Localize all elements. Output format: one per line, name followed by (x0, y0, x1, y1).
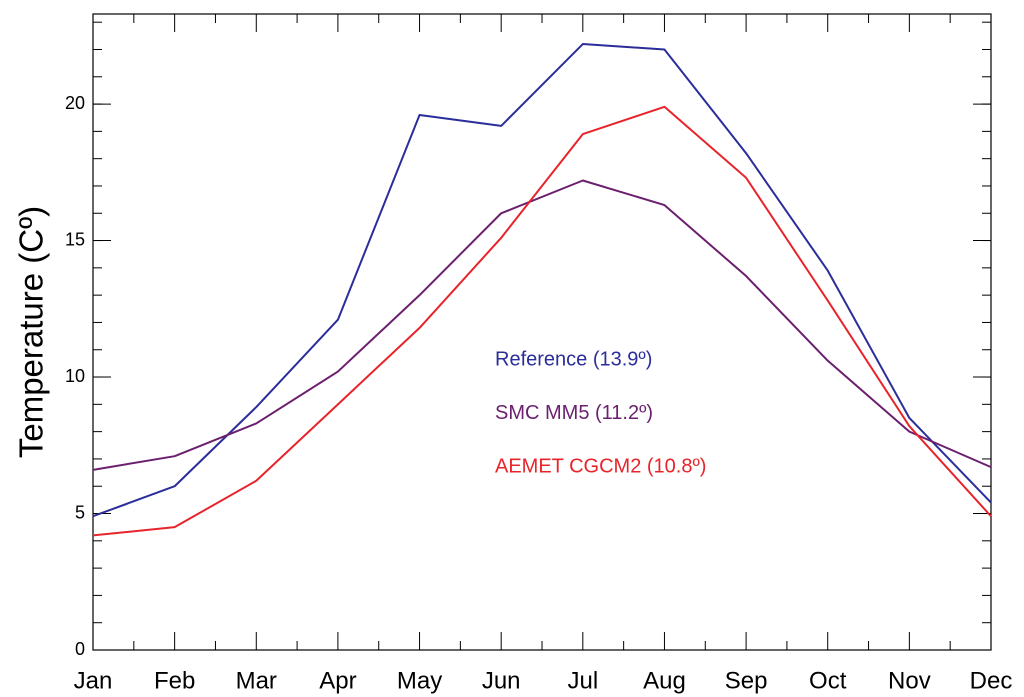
y-tick-label: 15 (65, 229, 85, 249)
plot-frame (92, 13, 992, 651)
y-tick-label: 5 (75, 502, 85, 522)
x-tick-label: May (397, 667, 442, 694)
series-line (92, 105, 992, 537)
x-tick-label: Oct (809, 667, 847, 694)
y-tick-label: 0 (75, 639, 85, 659)
legend-entry: AEMET CGCM2 (10.8º) (495, 455, 706, 477)
legend-entry: Reference (13.9º) (495, 348, 652, 370)
x-tick-label: Jun (482, 667, 521, 694)
y-tick-label: 10 (65, 366, 85, 386)
x-tick-label: Sep (725, 667, 768, 694)
y-tick-label: 20 (65, 93, 85, 113)
series-line (92, 43, 992, 518)
x-tick-label: Mar (236, 667, 277, 694)
x-tick-label: Jan (74, 667, 113, 694)
x-tick-label: Jul (567, 667, 598, 694)
x-tick-label: Apr (319, 667, 356, 694)
series-line (92, 179, 992, 471)
x-tick-label: Aug (643, 667, 686, 694)
x-tick-label: Feb (154, 667, 195, 694)
legend-entry: SMC MM5 (11.2º) (495, 402, 653, 424)
x-tick-label: Dec (970, 667, 1013, 694)
y-axis-label: Temperature (Cº) (13, 206, 50, 458)
x-tick-label: Nov (888, 667, 931, 694)
